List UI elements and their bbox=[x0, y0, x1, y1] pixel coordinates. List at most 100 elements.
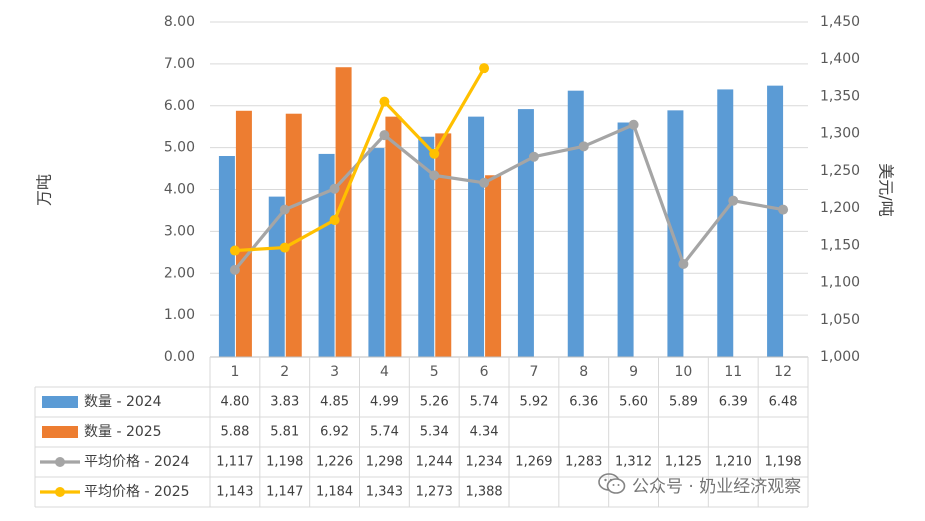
legend-key-marker-price-2024 bbox=[55, 457, 65, 467]
y-right-tick-label: 1,150 bbox=[820, 237, 860, 253]
y-right-tick-label: 1,000 bbox=[820, 349, 860, 365]
y-right-tick-label: 1,400 bbox=[820, 51, 860, 67]
point-price-2024 bbox=[778, 204, 789, 215]
bar-2024-4 bbox=[368, 148, 385, 357]
table-cell-price-2024: 1,312 bbox=[615, 455, 652, 470]
y-right-tick-label: 1,050 bbox=[820, 312, 860, 328]
point-price-2025 bbox=[429, 148, 440, 159]
watermark-text: 公众号 · 奶业经济观察 bbox=[632, 476, 802, 497]
point-price-2025 bbox=[479, 63, 490, 74]
x-tick-label: 11 bbox=[724, 364, 742, 380]
table-cell-qty-2024: 5.89 bbox=[669, 395, 698, 410]
table-cell-qty-2024: 4.85 bbox=[320, 395, 349, 410]
bar-2025-6 bbox=[485, 175, 502, 357]
table-cell-price-2025: 1,184 bbox=[316, 485, 353, 500]
line-price-2024 bbox=[233, 123, 784, 271]
point-price-2025 bbox=[379, 96, 390, 107]
point-price-2024 bbox=[479, 177, 490, 188]
y-left-tick-label: 3.00 bbox=[164, 223, 195, 239]
legend-label-price-2024: 平均价格 - 2024 bbox=[84, 454, 190, 470]
point-price-2025 bbox=[229, 245, 240, 256]
table-cell-qty-2024: 6.36 bbox=[569, 395, 598, 410]
table-cell-qty-2025: 6.92 bbox=[320, 425, 349, 440]
table-cell-price-2024: 1,226 bbox=[316, 455, 353, 470]
table-cell-price-2024: 1,234 bbox=[465, 455, 502, 470]
y-right-tick-label: 1,450 bbox=[820, 14, 860, 30]
point-price-2024 bbox=[429, 170, 440, 181]
table-cell-price-2024: 1,269 bbox=[515, 455, 552, 470]
table-cell-qty-2024: 3.83 bbox=[270, 395, 299, 410]
table-cell-qty-2024: 5.92 bbox=[519, 395, 548, 410]
grid-lines bbox=[210, 21, 808, 316]
x-tick-label: 1 bbox=[230, 364, 239, 380]
y-right-tick-label: 1,200 bbox=[820, 200, 860, 216]
x-tick-label: 2 bbox=[280, 364, 289, 380]
watermark: 公众号 · 奶业经济观察 bbox=[598, 470, 801, 498]
x-tick-label: 6 bbox=[480, 364, 489, 380]
y-right-tick-label: 1,350 bbox=[820, 88, 860, 104]
y-left-tick-label: 5.00 bbox=[164, 140, 195, 156]
table-cell-price-2025: 1,273 bbox=[416, 485, 453, 500]
legend-key-qty-2025 bbox=[42, 426, 78, 438]
table-cell-price-2025: 1,147 bbox=[266, 485, 303, 500]
y-right-tick-label: 1,300 bbox=[820, 126, 860, 142]
x-tick-label: 5 bbox=[430, 364, 439, 380]
bar-2024-5 bbox=[418, 136, 435, 357]
table-cell-qty-2024: 6.48 bbox=[769, 395, 798, 410]
y-left-tick-label: 2.00 bbox=[164, 265, 195, 281]
table-cell-price-2024: 1,210 bbox=[715, 455, 752, 470]
bar-2025-5 bbox=[435, 133, 452, 357]
bar-2025-3 bbox=[335, 67, 352, 357]
y-left-tick-label: 0.00 bbox=[164, 349, 195, 365]
x-tick-label: 12 bbox=[774, 364, 792, 380]
bar-2024-2 bbox=[268, 196, 285, 357]
point-price-2024 bbox=[678, 258, 689, 269]
legend-label-qty-2025: 数量 - 2025 bbox=[84, 424, 162, 440]
table-cell-price-2024: 1,198 bbox=[764, 455, 801, 470]
bar-2025-1 bbox=[235, 110, 252, 358]
point-price-2024 bbox=[229, 264, 240, 275]
x-tick-label: 3 bbox=[330, 364, 339, 380]
bar-2024-3 bbox=[318, 153, 335, 357]
table-cell-price-2024: 1,117 bbox=[216, 455, 253, 470]
table-cell-qty-2025: 5.74 bbox=[370, 425, 399, 440]
point-price-2024 bbox=[728, 195, 739, 206]
point-price-2024 bbox=[578, 141, 589, 152]
x-tick-label: 7 bbox=[529, 364, 538, 380]
y-left-tick-label: 4.00 bbox=[164, 182, 195, 198]
table-cell-qty-2024: 5.60 bbox=[619, 395, 648, 410]
table-cell-qty-2025: 5.34 bbox=[420, 425, 449, 440]
axes: 0.00 1.00 2.00 3.00 4.00 5.00 6.00 7.00 8.00 1,00… bbox=[164, 14, 860, 365]
y-axis-left-label: 万吨 bbox=[35, 174, 54, 206]
point-price-2025 bbox=[329, 215, 340, 226]
table-cell-price-2024: 1,125 bbox=[665, 455, 702, 470]
line-price-2025 bbox=[234, 67, 486, 253]
point-price-2024 bbox=[628, 119, 639, 130]
y-left-tick-label: 6.00 bbox=[164, 98, 195, 114]
bar-2024-9 bbox=[617, 122, 634, 357]
table-cell-qty-2024: 5.26 bbox=[420, 395, 449, 410]
x-tick-label: 10 bbox=[675, 364, 693, 380]
y-right-tick-label: 1,250 bbox=[820, 163, 860, 179]
line-series bbox=[229, 63, 789, 275]
bar-2024-10 bbox=[667, 110, 684, 357]
table-cell-qty-2024: 6.39 bbox=[719, 395, 748, 410]
y-left-tick-label: 7.00 bbox=[164, 56, 195, 72]
table-cell-price-2024: 1,244 bbox=[416, 455, 453, 470]
bar-2025-2 bbox=[285, 113, 302, 357]
legend-key-qty-2024 bbox=[42, 396, 78, 408]
x-tick-label: 4 bbox=[380, 364, 389, 380]
table-cell-qty-2024: 4.80 bbox=[220, 395, 249, 410]
table-cell-price-2024: 1,198 bbox=[266, 455, 303, 470]
point-price-2024 bbox=[279, 204, 290, 215]
point-price-2024 bbox=[528, 151, 539, 162]
bar-2024-1 bbox=[218, 156, 235, 357]
point-price-2025 bbox=[279, 242, 290, 253]
bar-2024-6 bbox=[468, 116, 485, 357]
bar-2025-4 bbox=[385, 116, 402, 357]
bar-series bbox=[218, 67, 784, 358]
y-axis-right-label: 美元/吨 bbox=[877, 163, 896, 216]
point-price-2024 bbox=[379, 130, 390, 141]
